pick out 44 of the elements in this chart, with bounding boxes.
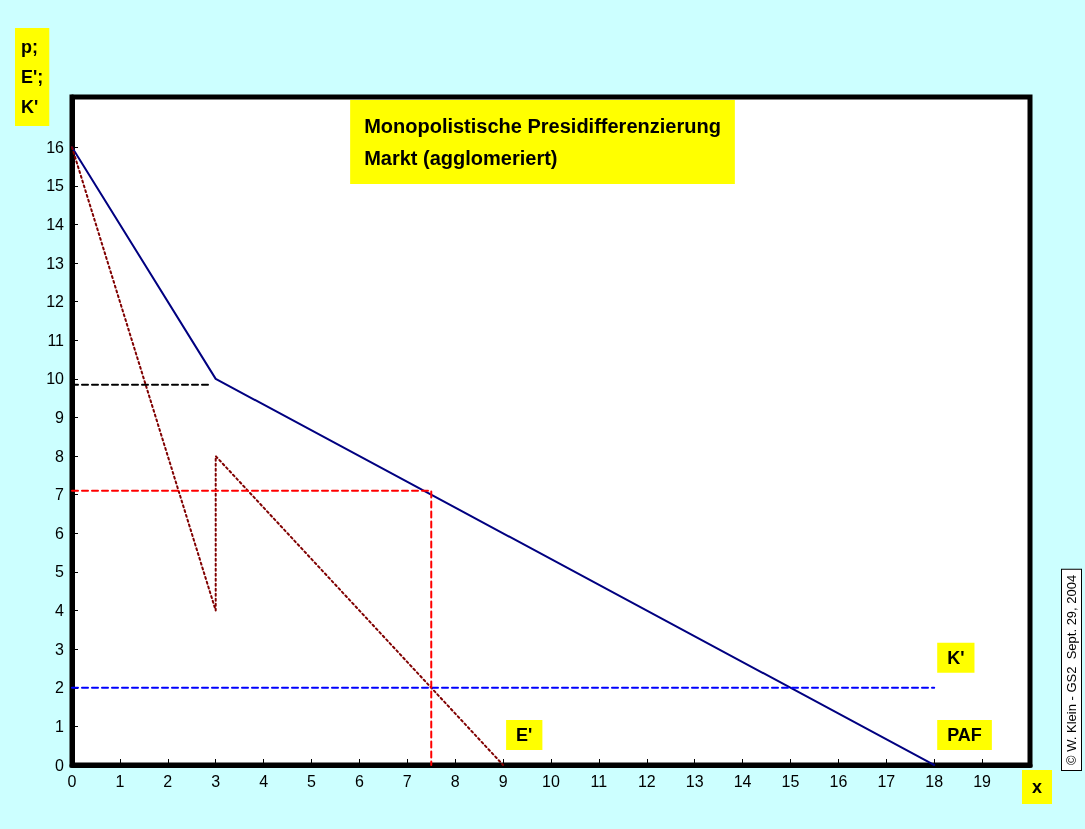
- x-tick-label: 14: [733, 772, 752, 790]
- y-tick-label: 7: [55, 486, 65, 504]
- y-tick-label: 10: [46, 370, 65, 388]
- x-axis-title: x: [1032, 777, 1043, 797]
- y-tick-label: 14: [46, 215, 65, 233]
- x-tick-label: 7: [402, 772, 412, 790]
- x-tick-label: 8: [450, 772, 460, 790]
- x-tick-label: 0: [67, 772, 77, 790]
- x-tick-label: 11: [590, 772, 608, 790]
- x-tick-label: 4: [259, 772, 269, 790]
- y-tick-label: 16: [46, 138, 65, 156]
- x-tick-label: 19: [973, 772, 992, 790]
- x-tick-label: 13: [685, 772, 704, 790]
- y-tick-label: 8: [55, 447, 65, 465]
- x-tick-label: 3: [211, 772, 221, 790]
- y-tick-label: 6: [55, 524, 65, 542]
- x-tick-label: 9: [498, 772, 508, 790]
- y-tick-label: 1: [55, 717, 65, 735]
- y-tick-label: 2: [55, 679, 65, 697]
- x-tick-label: 12: [637, 772, 656, 790]
- text: © W. Klein - GS2 Sept. 29, 2004: [1064, 574, 1079, 765]
- y-tick-label: 13: [46, 254, 65, 272]
- y-tick-label: 11: [47, 331, 65, 349]
- x-tick-label: 15: [781, 772, 800, 790]
- x-tick-label: 1: [115, 772, 125, 790]
- x-tick-label: 10: [542, 772, 560, 790]
- x-tick-label: 5: [307, 772, 317, 790]
- series-label: E': [516, 725, 533, 745]
- text: Monopolistische Presidifferenzierung Markt (agglomeriert): [364, 115, 721, 169]
- y-axis-title: p; E'; K': [21, 37, 44, 117]
- y-tick-label: 5: [55, 563, 65, 581]
- series-label: PAF: [947, 725, 982, 745]
- y-tick-label: 15: [46, 177, 65, 195]
- y-tick-label: 9: [55, 408, 65, 426]
- y-tick-label: 4: [55, 602, 65, 620]
- x-tick-label: 16: [829, 772, 848, 790]
- x-tick-label: 17: [877, 772, 896, 790]
- y-tick-label: 3: [55, 640, 65, 658]
- y-tick-label: 12: [46, 293, 65, 311]
- x-tick-label: 18: [925, 772, 944, 790]
- x-tick-label: 6: [354, 772, 364, 790]
- x-tick-label: 2: [163, 772, 173, 790]
- series-label: K': [947, 647, 965, 668]
- y-tick-label: 0: [55, 756, 65, 774]
